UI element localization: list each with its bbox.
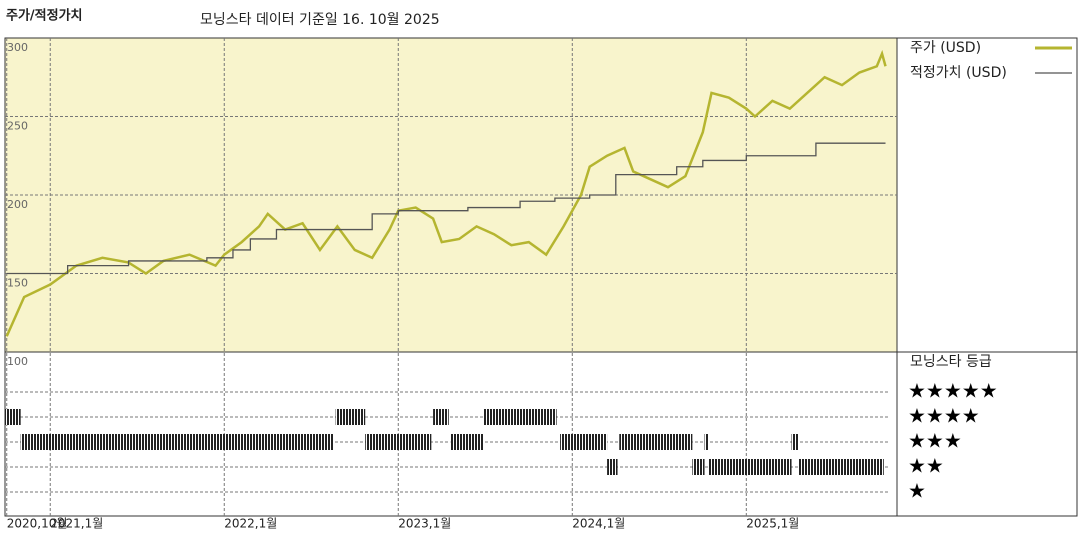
- chart-subtitle: 모닝스타 데이터 기준일 16. 10월 2025: [200, 12, 440, 28]
- frame: [4, 37, 1078, 517]
- x-tick-label: 2023,1월: [398, 517, 451, 531]
- rating-bar: [365, 434, 432, 450]
- rating-bar: [607, 459, 618, 475]
- rating-bar: [708, 459, 792, 475]
- rating-bar: [483, 409, 557, 425]
- x-tick-label: 2022,1월: [224, 517, 277, 531]
- x-tick-label: 2024,1월: [572, 517, 625, 531]
- y-tick-label: 200: [7, 198, 28, 211]
- rating-bar: [560, 434, 608, 450]
- rating-label: ★★★★: [908, 404, 980, 428]
- y-tick-label: 250: [7, 120, 28, 133]
- rating-bar: [20, 434, 334, 450]
- rating-label: ★★★★★: [908, 379, 998, 403]
- rating-bar: [450, 434, 484, 450]
- legend-label: 주가 (USD): [910, 40, 981, 56]
- y-tick-label: 300: [7, 41, 28, 54]
- y-tick-label: 150: [7, 277, 28, 290]
- rating-bar: [433, 409, 449, 425]
- rating-bar: [619, 434, 693, 450]
- series-line: [5, 49, 887, 337]
- x-tick-label: 2020,10월: [7, 517, 68, 531]
- rating-bar: [791, 434, 799, 450]
- x-tick-label: 2021,1월: [50, 517, 103, 531]
- rating-title: 모닝스타 등급: [910, 354, 992, 370]
- x-tick-label: 2025,1월: [746, 517, 799, 531]
- chart-title: 주가/적정가치: [6, 8, 83, 24]
- rating-bar: [692, 459, 705, 475]
- series-line: [6, 142, 886, 275]
- rating-label: ★★★: [908, 429, 962, 453]
- y-tick-label: 100: [7, 355, 28, 368]
- rating-bar: [335, 409, 366, 425]
- rating-label: ★: [908, 479, 926, 503]
- rating-label: ★★: [908, 454, 944, 478]
- rating-bar: [798, 459, 884, 475]
- legend-label: 적정가치 (USD): [910, 65, 1007, 81]
- rating-bar: [5, 409, 21, 425]
- rating-bar: [704, 434, 709, 450]
